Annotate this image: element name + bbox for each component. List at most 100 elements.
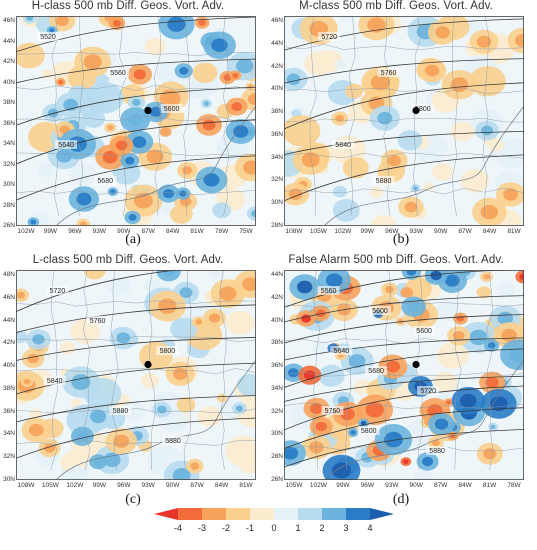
latitude-label: 40N [271, 316, 283, 324]
colorbar-tick-label: 2 [319, 523, 325, 533]
latitude-label: 38N [3, 384, 15, 392]
contour-label: 5880 [165, 438, 181, 445]
latitude-label: 38N [3, 99, 15, 106]
longitude-label: 99W [92, 482, 106, 489]
latitude-label: 32N [3, 453, 15, 461]
longitude-label: 93W [385, 482, 399, 489]
longitude-label: 87W [190, 482, 204, 489]
height-contour [16, 155, 256, 201]
colorbar-tick-label: -1 [245, 523, 254, 533]
longitude-label: 102W [17, 228, 35, 235]
latitude-label: 36N [3, 119, 15, 127]
contour-label: 5680 [97, 178, 113, 185]
latitude-label: 46N [271, 17, 283, 24]
latitude-label: 42N [3, 58, 15, 65]
height-contour [16, 395, 256, 423]
contour-labels: 5720 5760 5800 5840 5880 5880 [43, 286, 184, 445]
latitude-label: 44N [3, 316, 15, 324]
location-marker [412, 360, 420, 369]
panel-title: L-class 500 mb Diff. Geos. Vort. Adv. [32, 254, 224, 266]
contour-label: 5640 [334, 348, 350, 355]
colorbar-segment [202, 508, 226, 520]
colorbar-tick-label: 4 [367, 523, 373, 533]
height-contour [16, 304, 256, 333]
height-contour [16, 417, 256, 459]
longitude-label: 96W [385, 228, 399, 235]
contour-label: 5880 [376, 178, 392, 185]
contour-label: 5680 [368, 368, 384, 375]
colorbar-tick-label: -3 [197, 523, 206, 533]
latitude-label: 30N [271, 430, 283, 438]
location-marker [144, 106, 152, 115]
longitude-label: 90W [117, 228, 131, 235]
coastline [55, 359, 256, 480]
longitude-label: 84W [166, 228, 180, 235]
colorbar-segment [274, 508, 298, 520]
contour-label: 5800 [415, 106, 431, 113]
contour-label: 5560 [321, 288, 337, 295]
longitude-label: 90W [166, 482, 180, 489]
panel-title: M-class 500 mb Diff. Geos. Vort. Adv. [299, 0, 493, 12]
latitude-label: 30N [3, 476, 15, 483]
longitude-label: 99W [360, 228, 374, 235]
height-contour [284, 314, 524, 344]
latitude-label: 32N [3, 160, 15, 168]
longitude-label: 102W [66, 482, 84, 489]
latitude-label: 26N [3, 222, 15, 229]
latitude-label: 36N [271, 130, 283, 138]
height-contour [284, 131, 524, 155]
map-frame [284, 16, 524, 226]
height-contour [284, 154, 524, 202]
panel-d: False Alarm 500 mb Diff. Geos. Vort. Adv… [268, 254, 524, 509]
map-frame [16, 270, 256, 480]
longitude-label: 105W [41, 482, 59, 489]
longitude-label: 102W [309, 482, 327, 489]
colorbar-tick-label: 1 [295, 523, 301, 533]
coastline [323, 359, 524, 480]
latitude-label: 32N [271, 176, 283, 184]
latitude-label: 46N [3, 293, 15, 301]
longitude-label: 96W [360, 482, 374, 489]
panel-b: M-class 500 mb Diff. Geos. Vort. Adv. 57… [268, 0, 524, 255]
longitude-label: 90W [409, 482, 423, 489]
contour-label: 5600 [372, 308, 388, 315]
height-contour [284, 385, 524, 431]
longitude-label: 87W [458, 228, 472, 235]
longitude-label: 87W [141, 228, 155, 235]
longitude-label: 102W [334, 228, 352, 235]
colorbar-segment [370, 508, 394, 520]
longitude-label: 78W [214, 228, 229, 235]
height-contour [284, 407, 524, 449]
longitude-label: 105W [285, 482, 303, 489]
contour-label: 5800 [160, 348, 176, 355]
latitude-label: 34N [271, 153, 283, 161]
contour-label: 5760 [381, 70, 397, 77]
longitude-label: 84W [458, 482, 472, 489]
height-contour [284, 375, 524, 402]
height-contours [284, 18, 524, 202]
contour-label: 5880 [429, 448, 445, 455]
latitude-label: 38N [271, 339, 283, 347]
latitude-label: 44N [271, 39, 283, 47]
latitude-label: 38N [271, 108, 283, 116]
panel-title: H-class 500 mb Diff. Geos. Vort. Adv. [31, 0, 225, 12]
height-contour [16, 16, 256, 53]
longitude-label: 99W [43, 228, 58, 235]
panel-caption: (a) [125, 232, 141, 247]
colorbar-tick-label: 3 [343, 523, 349, 533]
anomaly-shading [16, 16, 256, 226]
longitude-label: 81W [239, 482, 253, 489]
panel-caption: (d) [392, 492, 410, 507]
longitude-label: 81W [190, 228, 204, 235]
longitude-label: 84W [214, 482, 229, 489]
panel-caption: (c) [125, 492, 141, 507]
longitude-label: 93W [141, 482, 155, 489]
contour-labels: 5560 5600 5600 5640 5680 5720 5760 5800 5880 [317, 286, 449, 455]
latitude-label: 28N [271, 453, 283, 461]
colorbar-segment [226, 508, 250, 520]
latitude-label: 40N [3, 362, 15, 370]
latitude-label: 32N [271, 407, 283, 415]
height-contour [16, 362, 256, 395]
contour-label: 5720 [321, 34, 337, 41]
colorbar-segment [178, 508, 202, 520]
